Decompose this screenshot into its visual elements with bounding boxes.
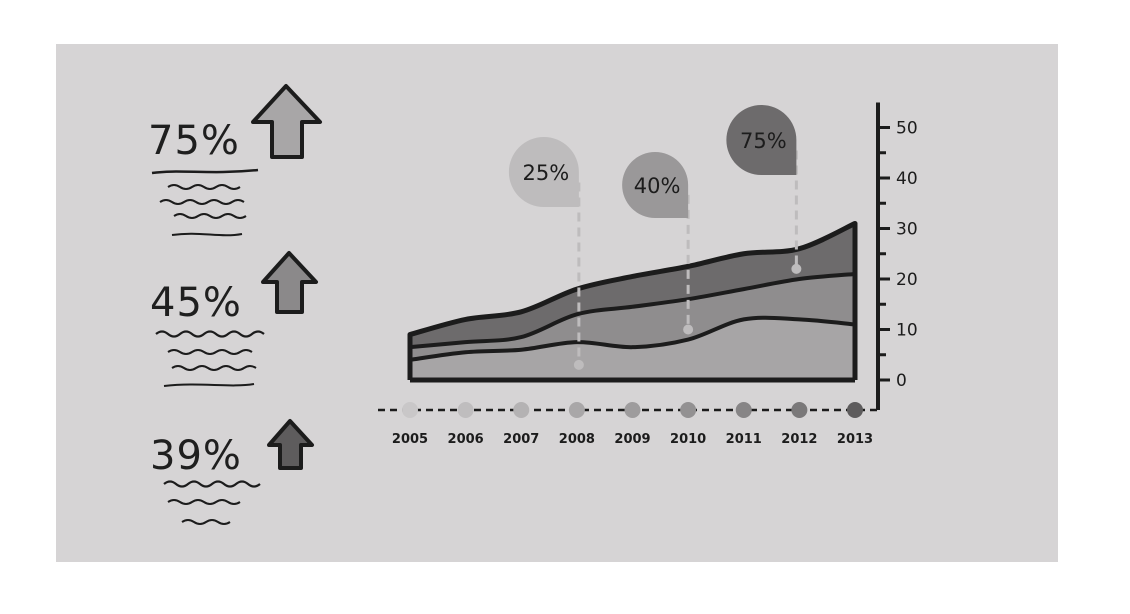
scribble-text-lines [155,330,265,387]
callout-bubble [622,152,689,218]
timeline-dot [791,402,808,418]
series-line-2 [408,271,857,350]
x-tick-label: 2005 [392,432,428,447]
callout-point [683,324,694,335]
up-arrow-shape [251,84,322,159]
y-tick-label: 20 [896,270,918,290]
timeline-axis: 2005 2006 2007 2008 2009 2010 2011 2012 2013 [378,402,878,447]
scribble-text-lines [163,480,261,525]
series-line-3 [407,220,858,338]
timeline-dot [735,402,752,418]
area-series-group [407,220,858,383]
y-tick-label: 40 [896,169,918,189]
timeline-dot [457,402,474,418]
x-tick-label: 2009 [614,432,650,447]
y-tick-label: 10 [896,321,918,341]
y-tick-label: 50 [896,119,918,139]
x-tick-label: 2013 [837,432,873,447]
x-tick-label: 2007 [503,432,539,447]
stat-2-value: 45% [150,280,242,326]
callout-bubble [726,105,797,175]
scribble-text-lines [151,168,259,237]
x-tick-label: 2011 [726,432,762,447]
y-axis: 0 10 20 30 40 50 [876,102,918,410]
timeline-dot [680,402,697,418]
timeline-dot [513,402,530,418]
timeline-dot [402,402,418,418]
callout-point [573,359,584,370]
timeline-dot [624,402,641,418]
up-arrow-icon [251,84,322,159]
x-tick-label: 2008 [559,432,595,447]
callout-bubble [508,137,579,207]
timeline-dot [847,402,863,418]
up-arrow-shape [261,251,318,314]
up-arrow-icon [267,419,314,470]
x-tick-label: 2006 [448,432,484,447]
x-tick-label: 2012 [781,432,817,447]
timeline-dot [568,402,585,418]
x-tick-label: 2010 [670,432,706,447]
callout-point [791,263,802,274]
y-tick-label: 30 [896,220,918,240]
callout-label: 25% [523,161,570,185]
stat-3-value: 39% [150,433,242,479]
callout-group: 25% 40% 75% [508,105,802,370]
callout-label: 40% [634,174,681,198]
callout-label: 75% [740,129,787,153]
y-tick-label: 0 [896,371,907,391]
series-line-1 [408,315,857,362]
up-arrow-shape [267,419,314,470]
up-arrow-icon [261,251,318,314]
stat-1-value: 75% [148,118,240,164]
